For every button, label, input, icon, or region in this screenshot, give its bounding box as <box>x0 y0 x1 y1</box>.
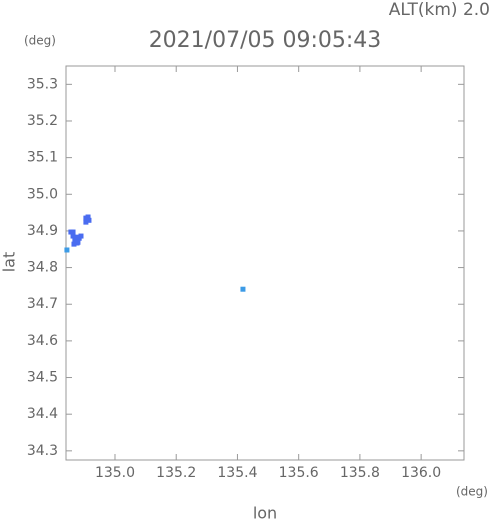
y-tick-label: 35.2 <box>27 113 58 129</box>
x-unit: (deg) <box>456 485 488 499</box>
data-point <box>83 219 89 225</box>
x-tick-label: 135.6 <box>279 465 319 481</box>
data-point <box>240 286 246 292</box>
x-tick-label: 135.0 <box>95 465 135 481</box>
data-point <box>75 239 81 245</box>
plot-frame <box>65 65 465 461</box>
y-tick-label: 34.7 <box>27 296 58 312</box>
x-tick-label: 135.4 <box>217 465 257 481</box>
y-tick-label: 34.8 <box>27 260 58 276</box>
data-point <box>70 229 76 235</box>
data-point <box>71 241 77 247</box>
data-point <box>70 233 76 239</box>
x-tick-label: 136.0 <box>401 465 441 481</box>
chart-subtitle: ALT(km) 2.0 <box>389 0 490 20</box>
y-tick-label: 34.5 <box>27 370 58 386</box>
y-tick-label: 34.6 <box>27 333 58 349</box>
y-tick-label: 35.0 <box>27 186 58 202</box>
x-tick-label: 135.8 <box>340 465 380 481</box>
chart-title: 2021/07/05 09:05:43 <box>149 28 382 53</box>
data-point <box>73 234 79 240</box>
data-point <box>72 237 78 243</box>
data-point <box>64 247 70 253</box>
y-tick-label: 35.1 <box>27 150 58 166</box>
y-unit: (deg) <box>24 34 56 48</box>
x-axis-label: lon <box>253 504 277 521</box>
data-point <box>86 217 92 223</box>
x-tick-label: 135.2 <box>156 465 196 481</box>
y-tick-label: 34.3 <box>27 443 58 459</box>
y-tick-label: 34.9 <box>27 223 58 239</box>
data-point <box>78 233 84 239</box>
y-tick-label: 34.4 <box>27 406 58 422</box>
data-point <box>85 214 91 220</box>
y-axis-label: lat <box>0 252 19 273</box>
y-tick-label: 35.3 <box>27 76 58 92</box>
